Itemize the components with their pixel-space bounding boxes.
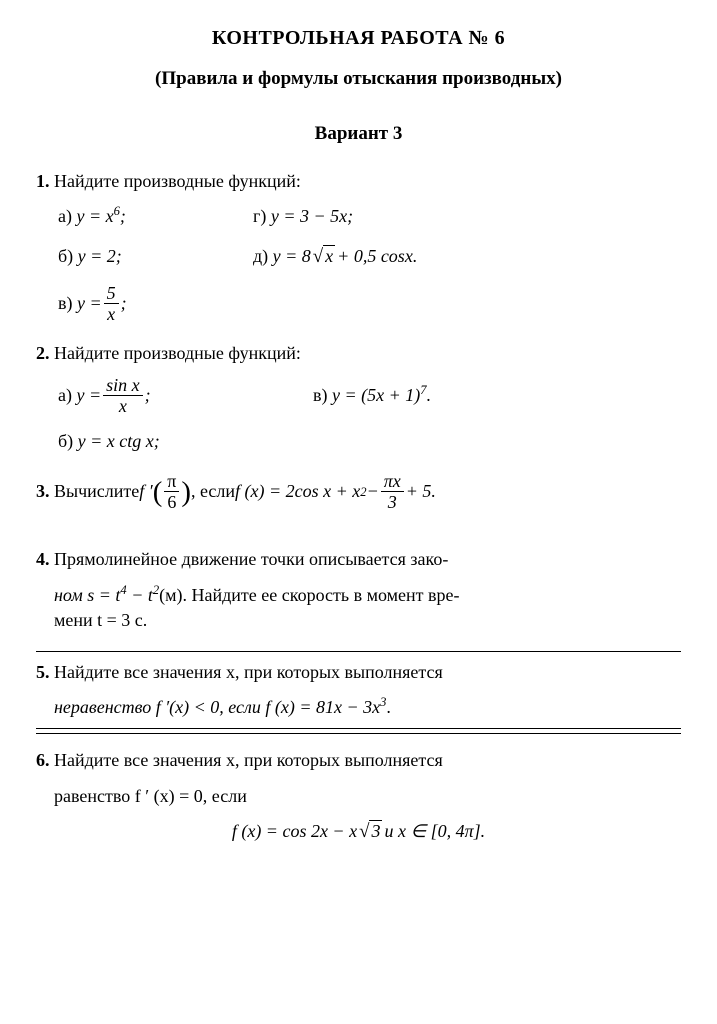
task-1-d-prefix: y = 8 — [273, 244, 311, 269]
task-1-item-v: в) y = 5 x ; — [58, 284, 127, 323]
task-4-l2-suffix: (м). Найдите ее скорость в момент вре- — [159, 585, 459, 605]
divider — [36, 651, 681, 652]
task-3-rhs-suffix: + 5. — [406, 479, 436, 504]
task-1-d-suffix: . — [413, 244, 418, 269]
task-1-text: Найдите производные функций: — [54, 171, 301, 191]
task-1-v-label: в) — [58, 291, 73, 316]
task-5-l2-prefix: неравенство f ′(x) < 0, если f (x) = 81x… — [54, 697, 380, 717]
task-1-v-prefix: y = — [77, 291, 102, 316]
task-1-d-mid: + 0,5 cos — [337, 244, 405, 269]
task-3-frac-den: 3 — [381, 492, 404, 511]
task-2-item-b: б) y = x ctg x; — [58, 429, 160, 454]
sqrt-icon: √x — [313, 244, 335, 270]
divider — [36, 733, 681, 734]
fraction: πx 3 — [381, 472, 404, 511]
task-2-a-suffix: ; — [145, 383, 151, 408]
task-3: 3. Вычислите f ′ ( π 6 ) , если f (x) = … — [36, 472, 681, 521]
task-1-v-num: 5 — [104, 284, 119, 304]
task-4-line3: мени t = 3 с. — [54, 610, 147, 630]
fraction: sin x x — [103, 376, 143, 415]
task-6: 6. Найдите все значения x, при которых в… — [36, 748, 681, 845]
sqrt-icon: √3 — [359, 819, 382, 845]
task-1-d-sqrt: x — [323, 245, 335, 266]
task-4-l2-prefix: ном s = t — [54, 585, 120, 605]
task-6-num: 6. — [36, 750, 50, 770]
task-4-line1: Прямолинейное движение точки описывается… — [54, 549, 448, 569]
task-5-num: 5. — [36, 662, 50, 682]
task-3-body: 3. Вычислите f ′ ( π 6 ) , если f (x) = … — [36, 472, 436, 511]
task-4-line2: ном s = t4 − t2(м). Найдите ее скорость … — [54, 585, 460, 605]
task-3-frac-num: πx — [381, 472, 404, 492]
task-6-body: 6. Найдите все значения x, при которых в… — [36, 748, 681, 773]
fraction: 5 x — [104, 284, 119, 323]
task-2-num: 2. — [36, 343, 50, 363]
task-2-v-suffix: . — [427, 385, 432, 405]
task-2-item-a: а) y = sin x x ; — [58, 376, 313, 415]
task-2-a-num: sin x — [103, 376, 143, 396]
task-1-item-d: д) y = 8 √x + 0,5 cos x. — [253, 244, 448, 270]
task-1-g-body: y = 3 − 5x; — [271, 204, 353, 229]
task-3-fcall: f ′ — [139, 479, 152, 504]
task-2-b-body: y = x ctg x; — [78, 429, 160, 454]
task-1-b-body: y = 2; — [78, 244, 122, 269]
fraction: π 6 — [164, 472, 179, 511]
task-5-l2-suffix: . — [386, 697, 391, 717]
page-title: КОНТРОЛЬНАЯ РАБОТА № 6 — [36, 24, 681, 52]
task-5: 5. Найдите все значения x, при которых в… — [36, 660, 681, 720]
task-2-a-prefix: y = — [76, 383, 101, 408]
task-6-eq-mid: и x ∈ [0, 4π]. — [384, 819, 485, 844]
variant-label: Вариант 3 — [36, 121, 681, 148]
task-2-a-den: x — [103, 396, 143, 415]
task-1-a-suffix: ; — [120, 206, 126, 226]
task-2-header: 2. Найдите производные функций: — [36, 341, 681, 366]
task-1-header: 1. Найдите производные функций: — [36, 169, 681, 194]
task-3-rhs-mid: − — [367, 479, 379, 504]
task-1: 1. Найдите производные функций: а) y = x… — [36, 169, 681, 323]
task-1-a-label: а) — [58, 204, 72, 229]
task-3-num: 3. — [36, 479, 50, 504]
task-4: 4. Прямолинейное движение точки описывае… — [36, 547, 681, 633]
task-2-text: Найдите производные функций: — [54, 343, 301, 363]
task-2-v-prefix: y = (5x + 1) — [332, 385, 420, 405]
task-1-d-var: x — [405, 244, 413, 269]
task-4-l2-mid: − t — [127, 585, 153, 605]
task-1-a-prefix: y = x — [76, 206, 113, 226]
task-6-equation: f (x) = cos 2x − x √3 и x ∈ [0, 4π]. — [36, 819, 681, 845]
task-1-v-suffix: ; — [121, 291, 127, 316]
task-2-item-v: в) y = (5x + 1)7. — [313, 383, 508, 408]
divider — [36, 728, 681, 729]
task-2: 2. Найдите производные функций: а) y = s… — [36, 341, 681, 454]
task-5-body: 5. Найдите все значения x, при которых в… — [36, 660, 681, 685]
task-3-mid: , если — [191, 479, 235, 504]
task-1-v-den: x — [104, 304, 119, 323]
task-1-d-label: д) — [253, 244, 268, 269]
page-subtitle: (Правила и формулы отыскания производных… — [36, 66, 681, 93]
task-3-arg-num: π — [164, 472, 179, 492]
task-1-g-label: г) — [253, 204, 266, 229]
task-3-prefix: Вычислите — [54, 479, 139, 504]
task-1-num: 1. — [36, 171, 50, 191]
task-1-item-b: б) y = 2; — [58, 244, 253, 269]
task-6-sqrt: 3 — [369, 820, 382, 841]
task-1-item-a: а) y = x6; — [58, 204, 253, 229]
task-6-line1: Найдите все значения x, при которых выпо… — [54, 750, 443, 770]
task-5-line1: Найдите все значения x, при которых выпо… — [54, 662, 443, 682]
task-1-b-label: б) — [58, 244, 73, 269]
task-6-line2: равенство f ′ (x) = 0, если — [54, 786, 247, 806]
task-3-arg-den: 6 — [164, 492, 179, 511]
task-1-item-g: г) y = 3 − 5x; — [253, 204, 448, 229]
task-2-a-label: а) — [58, 383, 72, 408]
task-4-num: 4. — [36, 549, 50, 569]
task-6-eq-prefix: f (x) = cos 2x − x — [232, 819, 357, 844]
task-4-body: 4. Прямолинейное движение точки описывае… — [36, 547, 681, 572]
task-2-b-label: б) — [58, 429, 73, 454]
task-2-v-label: в) — [313, 383, 328, 408]
task-3-rhs-prefix: f (x) = 2cos x + x — [235, 479, 360, 504]
